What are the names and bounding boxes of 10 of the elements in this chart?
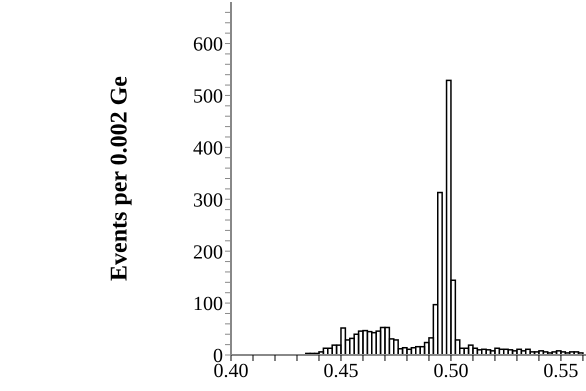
y-tick-label: 400 [193,137,223,160]
y-tick-label: 300 [193,189,223,212]
x-tick-label: 0.50 [433,360,468,382]
x-tick-label: 0.45 [323,360,358,382]
y-tick-label: 500 [193,86,223,108]
x-tick-label: 0.55 [543,360,578,382]
y-tick-label: 100 [193,293,223,316]
y-tick-label: 600 [193,34,223,56]
y-tick-label: 200 [193,241,223,264]
y-axis-title: Events per 0.002 Ge [106,76,133,281]
